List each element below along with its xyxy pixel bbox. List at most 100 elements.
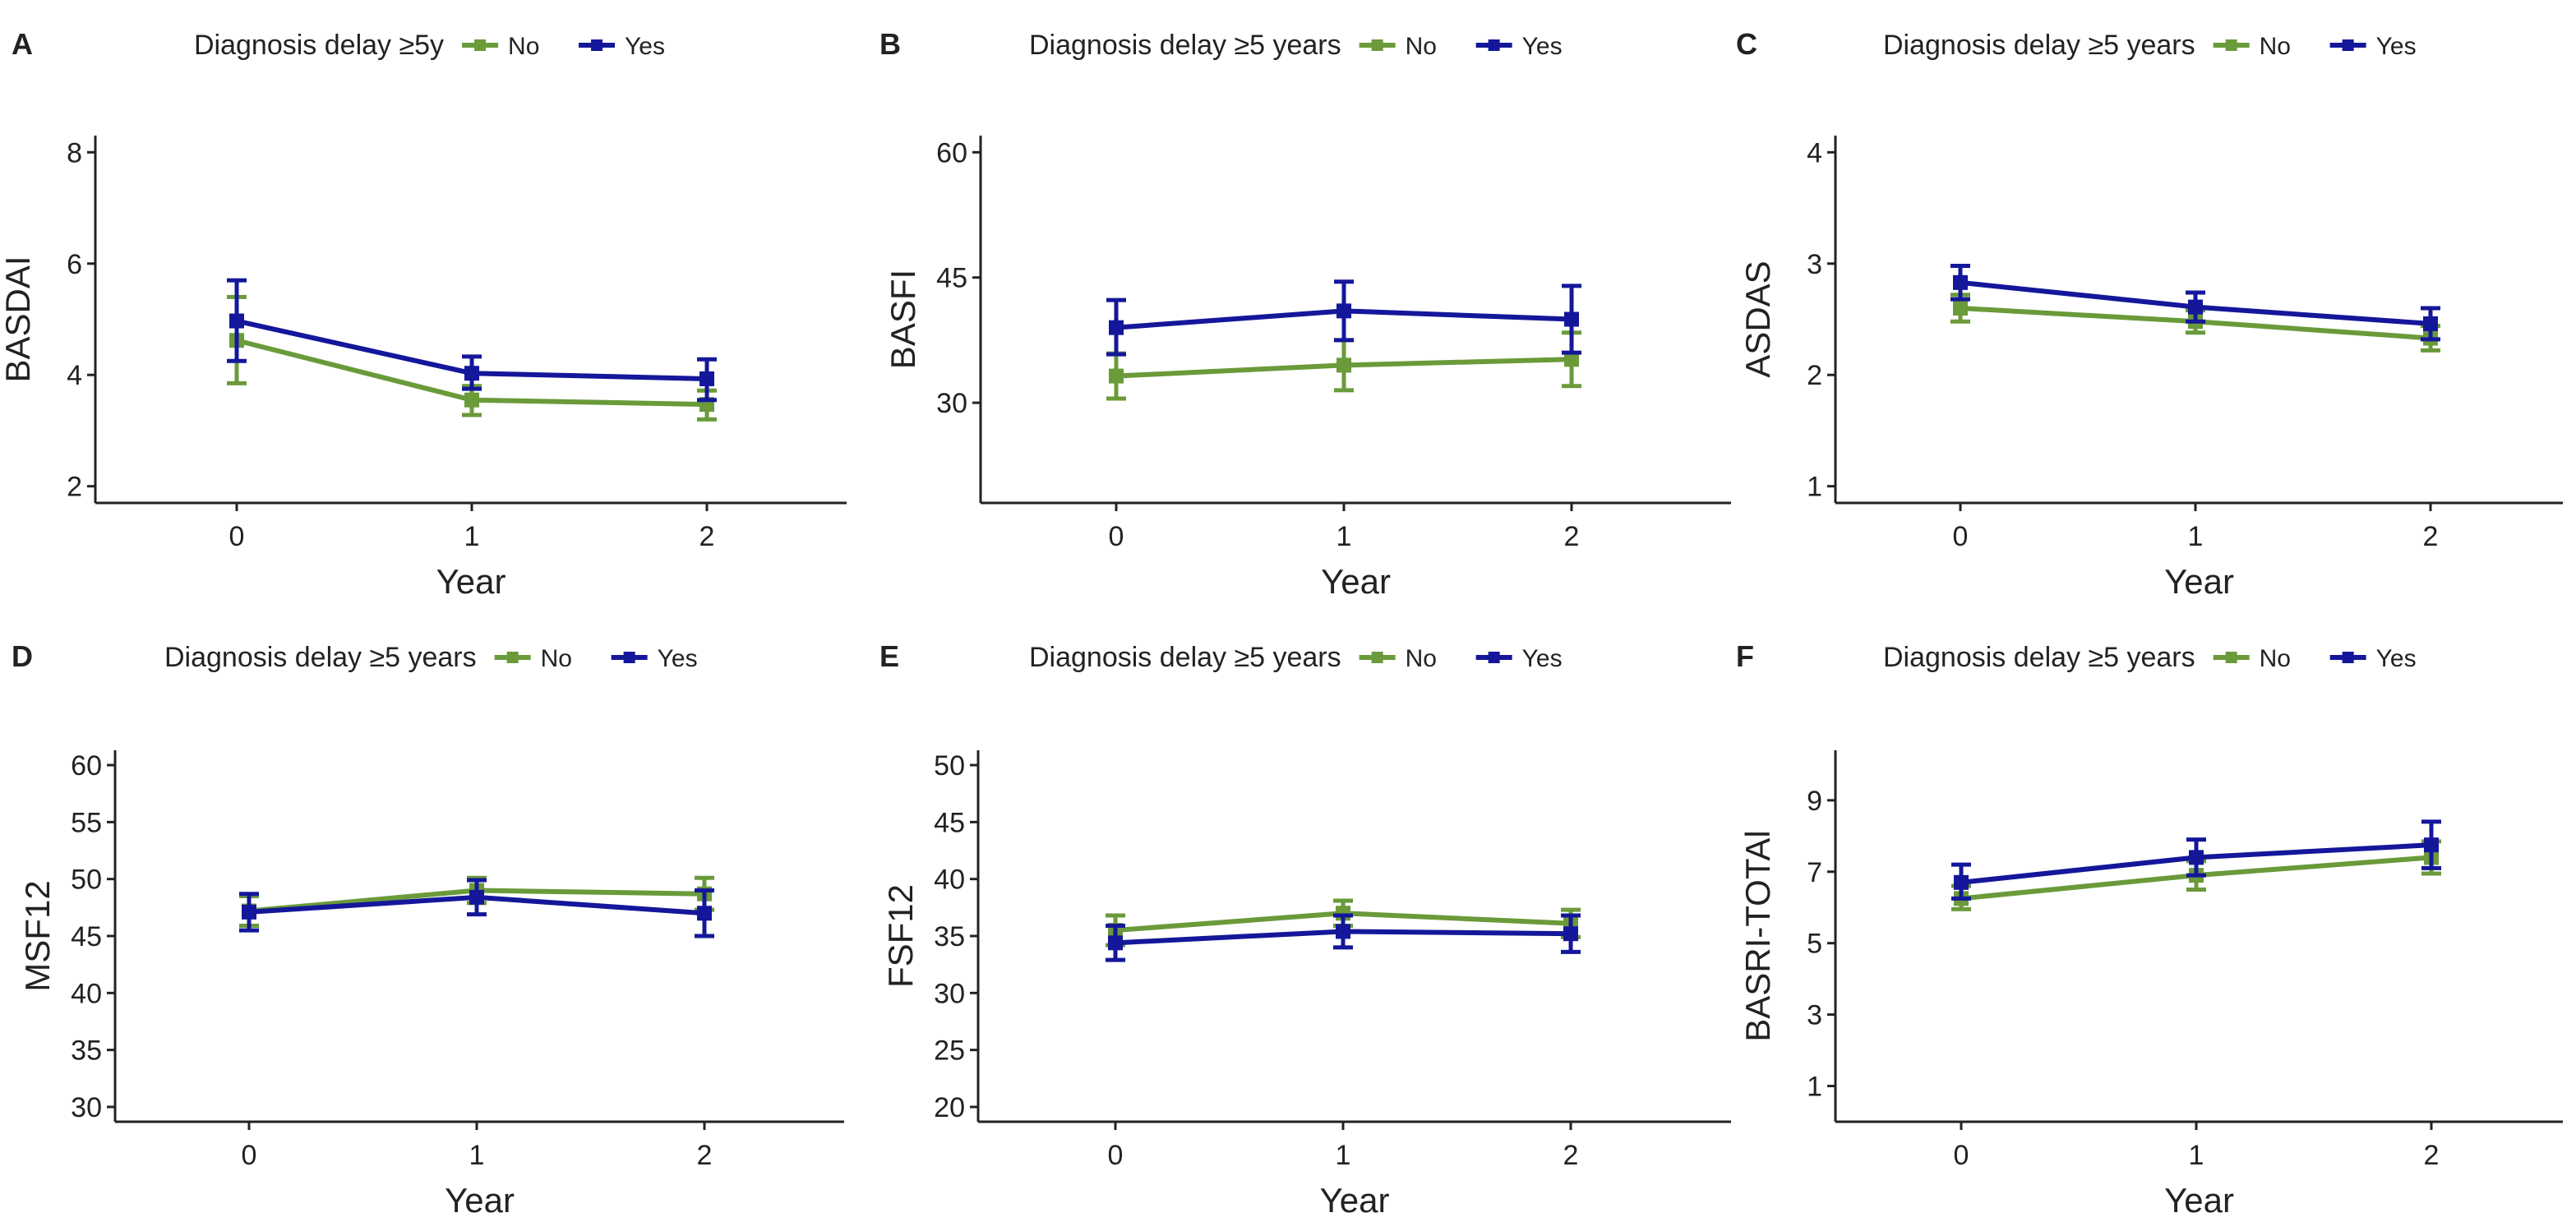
y-tick-label: 50 (71, 865, 102, 896)
legend-title: Diagnosis delay ≥5 years (1883, 30, 2195, 61)
y-tick-label: 60 (936, 137, 967, 168)
y-tick-label: 30 (936, 388, 967, 419)
legend-item-no: No (1359, 645, 1437, 672)
legend-label: Yes (1522, 33, 1563, 60)
legend-marker (623, 652, 635, 663)
data-point (1109, 320, 1124, 335)
panel-letter: C (1736, 27, 1757, 61)
legend-label: No (2260, 645, 2291, 672)
panel-e: E Diagnosis delay ≥5 years No Yes2025303540… (879, 639, 1731, 1220)
legend-label: No (1406, 33, 1437, 60)
y-tick-label: 60 (71, 750, 102, 782)
legend-marker (506, 652, 519, 663)
y-axis-label: MSF12 (18, 880, 57, 991)
data-point (1109, 368, 1124, 384)
x-tick-label: 2 (2424, 1140, 2440, 1171)
legend-label: No (508, 33, 539, 60)
legend-item-yes: Yes (2329, 33, 2417, 60)
legend-label: Yes (2376, 645, 2417, 672)
x-axis-label: Year (436, 562, 506, 601)
y-tick-label: 55 (71, 807, 102, 838)
legend-item-yes: Yes (579, 33, 665, 60)
legend-marker (1371, 652, 1383, 663)
legend-marker (474, 39, 487, 51)
legend-label: Yes (2376, 33, 2417, 60)
y-tick-label: 2 (67, 472, 82, 503)
x-tick-label: 0 (1109, 521, 1124, 552)
x-axis-label: Year (1320, 1181, 1390, 1220)
x-axis-label: Year (2164, 1181, 2234, 1220)
y-tick-label: 8 (67, 137, 82, 168)
data-point (1564, 311, 1579, 327)
y-tick-label: 3 (1807, 249, 1822, 280)
x-tick-label: 1 (469, 1140, 485, 1171)
data-point (1954, 874, 1969, 890)
y-tick-label: 30 (71, 1092, 102, 1123)
y-tick-label: 50 (934, 750, 965, 782)
y-tick-label: 3 (1807, 1000, 1822, 1031)
data-point (2423, 316, 2438, 331)
legend-title: Diagnosis delay ≥5 years (164, 642, 477, 673)
data-point (1953, 274, 1968, 290)
legend-item-yes: Yes (611, 645, 698, 672)
legend-item-no: No (2213, 645, 2291, 672)
x-tick-label: 1 (1336, 521, 1352, 552)
data-point (2189, 850, 2204, 865)
y-tick-label: 9 (1807, 786, 1822, 817)
x-tick-label: 0 (242, 1140, 257, 1171)
x-tick-label: 2 (697, 1140, 713, 1171)
series-yes (1106, 279, 1581, 357)
y-tick-label: 45 (934, 807, 965, 838)
y-tick-label: 7 (1807, 857, 1822, 888)
legend-item-no: No (2213, 33, 2291, 60)
y-tick-label: 35 (934, 921, 965, 952)
series-no (1106, 330, 1581, 401)
data-point (1336, 357, 1351, 373)
legend-label: No (2260, 33, 2291, 60)
legend-marker (591, 39, 603, 51)
x-axis-label: Year (2164, 562, 2234, 601)
legend-label: No (1406, 645, 1437, 672)
x-tick-label: 1 (464, 521, 480, 552)
legend-title: Diagnosis delay ≥5y (194, 30, 444, 61)
x-tick-label: 1 (2188, 521, 2204, 552)
panel-letter: D (12, 639, 33, 673)
panel-letter: F (1736, 639, 1754, 673)
y-tick-label: 4 (1807, 137, 1822, 168)
legend-title: Diagnosis delay ≥5 years (1029, 30, 1341, 61)
data-point (699, 371, 714, 386)
legend-item-yes: Yes (1475, 33, 1563, 60)
panel-letter: A (12, 27, 33, 61)
x-tick-label: 1 (2189, 1140, 2204, 1171)
series-yes (1106, 913, 1581, 962)
data-point (1108, 935, 1123, 951)
data-point (1953, 300, 1968, 316)
data-point (697, 906, 712, 921)
data-point (2188, 299, 2203, 315)
panel-b: B Diagnosis delay ≥5 years No Yes 30 45 60 0 1 2 Y… (879, 27, 1731, 601)
y-axis-label: BASFI (884, 270, 922, 369)
legend-label: Yes (625, 33, 665, 60)
y-tick-label: 45 (936, 263, 967, 294)
panel-a: A Diagnosis delay ≥5y No Yes 2 4 6 8 0 1 2 Year BASD… (0, 27, 847, 601)
y-tick-label: 2 (1807, 360, 1822, 391)
legend-marker (2342, 652, 2354, 663)
x-tick-label: 0 (229, 521, 245, 552)
y-tick-label: 25 (934, 1035, 965, 1067)
y-tick-label: 20 (934, 1092, 965, 1123)
y-tick-label: 40 (934, 865, 965, 896)
y-tick-label: 40 (71, 978, 102, 1009)
legend-label: No (541, 645, 572, 672)
y-axis-label: FSF12 (881, 884, 920, 988)
x-tick-label: 2 (1564, 521, 1580, 552)
legend-marker (2225, 652, 2237, 663)
legend-item-no: No (462, 33, 539, 60)
y-tick-label: 6 (67, 249, 82, 280)
legend-marker (1488, 39, 1500, 51)
x-tick-label: 2 (2423, 521, 2439, 552)
data-point (464, 392, 479, 408)
panel-f: F Diagnosis delay ≥5 years No Yes 1 3 5 7 9 0 1 2 Ye… (1736, 639, 2563, 1220)
panel-c: C Diagnosis delay ≥5 years No Yes 1 2 3 4 0 1 2 Yea… (1736, 27, 2563, 601)
